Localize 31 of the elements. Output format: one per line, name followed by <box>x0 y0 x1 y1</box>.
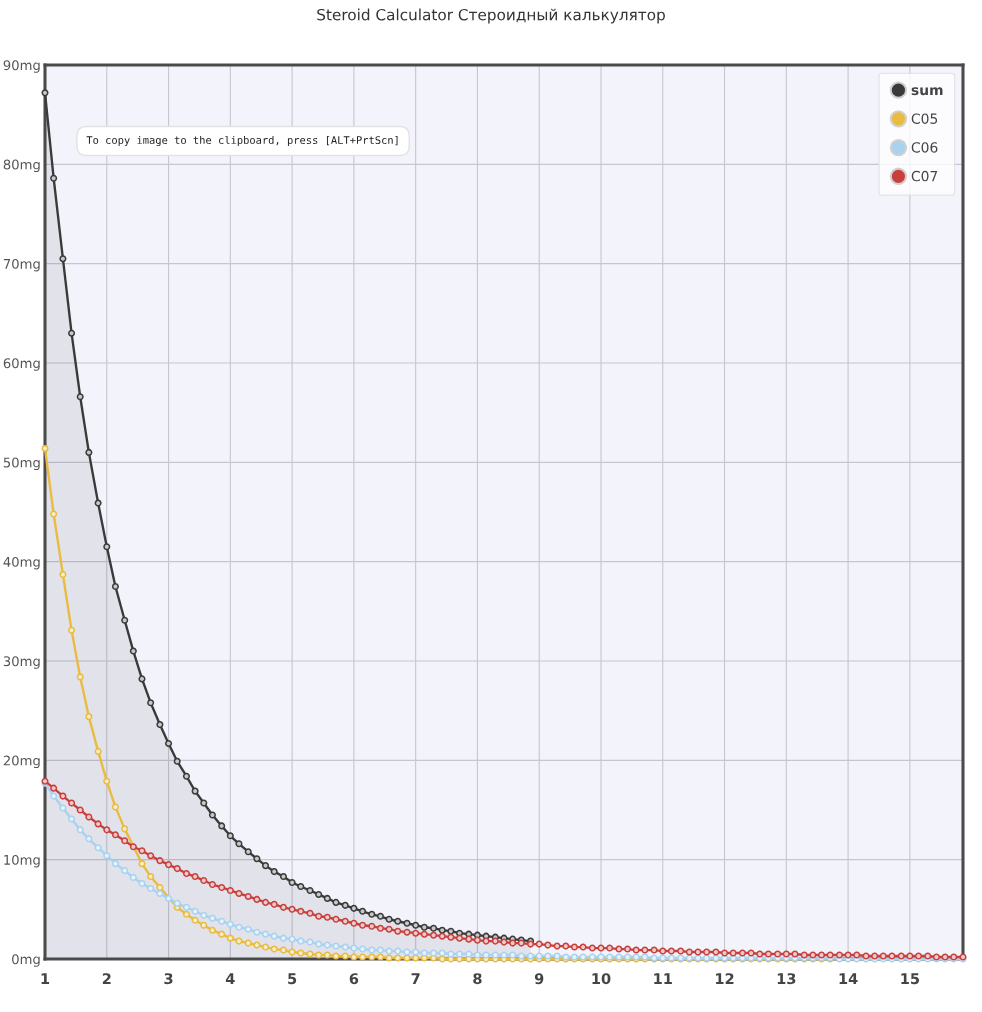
x-tick-label: 7 <box>411 973 420 984</box>
x-tick-label: 9 <box>534 973 544 985</box>
x-tick-label: 4 <box>225 973 235 984</box>
y-tick-label: 20mg <box>3 755 40 769</box>
x-tick-label: 2 <box>102 973 111 984</box>
y-tick-label: 80mg <box>3 159 40 173</box>
y-tick-label: 10mg <box>4 854 40 868</box>
chart-title: Steroid Calculator Стероидный калькулятор <box>317 8 665 24</box>
annotation: To copy image to the clipboard, press [ALT+PrtScn] <box>86 135 398 147</box>
x-tick-label: 10 <box>592 973 611 985</box>
x-tick-label: 12 <box>716 973 734 984</box>
legend-label: C06 <box>911 142 938 153</box>
x-tick-label: 14 <box>839 973 858 984</box>
y-tick-label: 60mg <box>3 358 40 371</box>
x-tick-label: 15 <box>901 973 919 985</box>
legend-label: C07 <box>911 170 938 182</box>
x-tick-label: 13 <box>777 973 796 985</box>
y-tick-label: 0mg <box>12 954 40 967</box>
y-tick-label: 30mg <box>3 656 40 669</box>
y-tick-label: 40mg <box>3 556 40 570</box>
x-tick-label: 1 <box>41 973 50 984</box>
x-tick-label: 3 <box>164 973 173 985</box>
y-tick-label: 70mg <box>3 258 40 272</box>
y-tick-label: 50mg <box>3 457 40 471</box>
y-tick-label: 90mg <box>3 60 40 73</box>
legend-label: C05 <box>911 113 938 124</box>
x-tick-label: 11 <box>654 973 672 984</box>
legend-label: sum <box>911 87 943 96</box>
x-tick-label: 6 <box>349 973 359 985</box>
x-tick-label: 5 <box>288 973 297 985</box>
x-tick-label: 8 <box>473 973 482 985</box>
